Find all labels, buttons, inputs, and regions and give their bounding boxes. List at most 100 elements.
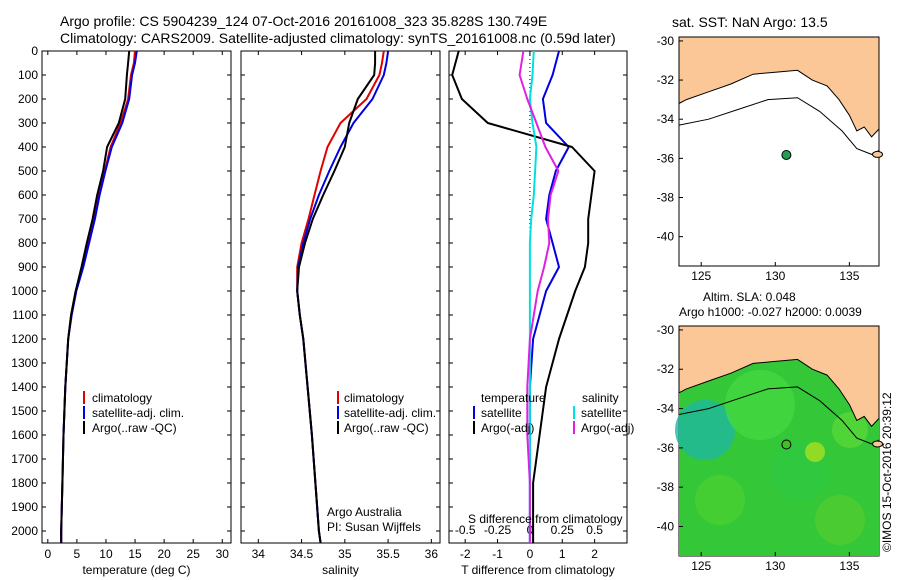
depth-contour [678, 386, 880, 445]
land-area [678, 36, 880, 138]
float-position-marker [781, 149, 792, 160]
y-tick-label: 300 [18, 116, 38, 130]
y-tick-label: 1800 [11, 476, 38, 490]
map2-title: Altim. SLA: 0.048 [703, 290, 796, 304]
x-tick-label: 125 [691, 269, 711, 283]
plot-frame [41, 50, 232, 544]
x-tick-label: 30 [216, 547, 230, 561]
x-tick-label: 34.5 [290, 547, 314, 561]
x-tick-label: 0 [527, 547, 534, 561]
y-tick-label: -38 [657, 480, 675, 494]
y-tick-label: -38 [657, 190, 675, 204]
y-tick-label: -30 [657, 34, 675, 48]
difference-panel: -2 -1 0 1 2 T difference from climatology -0.5… [448, 50, 628, 577]
annotation-pi: PI: Susan Wijffels [327, 520, 421, 534]
y-tick-label: -40 [657, 520, 675, 534]
legend-label-satellite: satellite-adj. clim. [344, 406, 436, 420]
y-tick-label: 100 [18, 68, 38, 82]
float-position-marker [781, 439, 792, 450]
sla-patch [695, 475, 745, 525]
sla-patch [805, 442, 825, 462]
series-line-argo-raw-qc- [60, 50, 131, 543]
island [872, 150, 884, 158]
x-tick-label: 125 [691, 559, 711, 573]
y-tick-label: -32 [657, 73, 675, 87]
legend-label-t-argo: Argo(-adj) [481, 421, 534, 435]
x-tick-label: 2 [591, 547, 598, 561]
x-tick-label: 34 [252, 547, 266, 561]
top-tick-label: 0.25 [551, 523, 575, 537]
y-tick-label: -34 [657, 402, 675, 416]
salinity-panel: 34 34.5 35 35.5 36 salinity [240, 50, 441, 577]
salinity-legend: climatology satellite-adj. clim. Argo(..… [327, 391, 436, 534]
x-tick-label: 20 [157, 547, 171, 561]
x-tick-label: 25 [187, 547, 201, 561]
x-tick-label: 1 [559, 547, 566, 561]
header-line1: Argo profile: CS 5904239_124 07-Oct-2016… [60, 13, 547, 29]
y-tick-label: 1900 [11, 500, 38, 514]
y-tick-label: 1200 [11, 332, 38, 346]
legend-label-satellite: satellite-adj. clim. [92, 406, 184, 420]
sla-patch [815, 495, 865, 545]
plot-frame [448, 50, 628, 544]
plot-frame [240, 50, 441, 544]
y-tick-label: -40 [657, 230, 675, 244]
x-tick-label: 35.5 [376, 547, 400, 561]
x-tick-label: 130 [765, 269, 785, 283]
y-tick-label: 900 [18, 260, 38, 274]
y-tick-label: -30 [657, 323, 675, 337]
sla-patch [675, 400, 735, 460]
top-tick-label: -0.5 [455, 523, 476, 537]
y-tick-label: -32 [657, 362, 675, 376]
legend-label-climatology: climatology [344, 391, 404, 405]
x-tick-label: 35 [338, 547, 352, 561]
legend-label-climatology: climatology [92, 391, 152, 405]
top-tick-label: 0.5 [586, 523, 603, 537]
depth-contour [678, 97, 880, 155]
x-tick-label: 36 [425, 547, 439, 561]
y-tick-label: 1700 [11, 452, 38, 466]
x-axis-label: salinity [322, 563, 359, 577]
header-line2: Climatology: CARS2009. Satellite-adjuste… [60, 30, 616, 46]
x-tick-label: 135 [839, 559, 859, 573]
x-tick-label: 5 [74, 547, 81, 561]
legend-label-s-argo: Argo(-adj) [581, 421, 634, 435]
map1-title: sat. SST: NaN Argo: 13.5 [672, 14, 828, 30]
y-tick-label: 800 [18, 236, 38, 250]
x-axis-label: T difference from climatology [461, 563, 615, 577]
y-tick-label: 600 [18, 188, 38, 202]
y-tick-label: 1300 [11, 356, 38, 370]
island [872, 440, 884, 448]
x-tick-label: 10 [99, 547, 113, 561]
y-tick-label: 200 [18, 92, 38, 106]
x-tick-label: -1 [492, 547, 503, 561]
y-tick-label: 400 [18, 140, 38, 154]
land-area [678, 325, 880, 428]
y-tick-label: 1500 [11, 404, 38, 418]
y-tick-label: 1000 [11, 284, 38, 298]
sla-patch [725, 370, 795, 440]
series-line-salinity-argo-adj- [518, 50, 560, 543]
map2-subtitle: Argo h1000: -0.027 h2000: 0.0039 [679, 305, 862, 319]
legend-label-argo: Argo(..raw -QC) [344, 421, 429, 435]
y-tick-label: 700 [18, 212, 38, 226]
y-tick-label: -36 [657, 441, 675, 455]
x-axis-label: temperature (deg C) [82, 563, 190, 577]
legend-label-argo: Argo(..raw -QC) [92, 421, 177, 435]
sla-map: 125 130 135 -30 -32 -34 -36 -38 -40 [657, 323, 884, 573]
annotation-argo-australia: Argo Australia [327, 505, 402, 519]
x-tick-label: 0 [44, 547, 51, 561]
x-tick-label: 135 [839, 269, 859, 283]
x-tick-label: 15 [128, 547, 142, 561]
top-axis-label: S difference from climatology [468, 512, 623, 526]
top-tick-label: -0.25 [484, 523, 512, 537]
y-tick-label: 0 [31, 44, 38, 58]
y-tick-label: 1600 [11, 428, 38, 442]
legend-label-t-satellite: satellite [481, 406, 522, 420]
temperature-panel: 0100200300400500600700800900100011001200… [11, 44, 232, 577]
series-line-argo-raw-qc- [296, 51, 377, 544]
y-tick-label: 500 [18, 164, 38, 178]
y-tick-label: 2000 [11, 524, 38, 538]
side-stamp: ©IMOS 15-Oct-2016 20:39:12 [880, 392, 894, 552]
